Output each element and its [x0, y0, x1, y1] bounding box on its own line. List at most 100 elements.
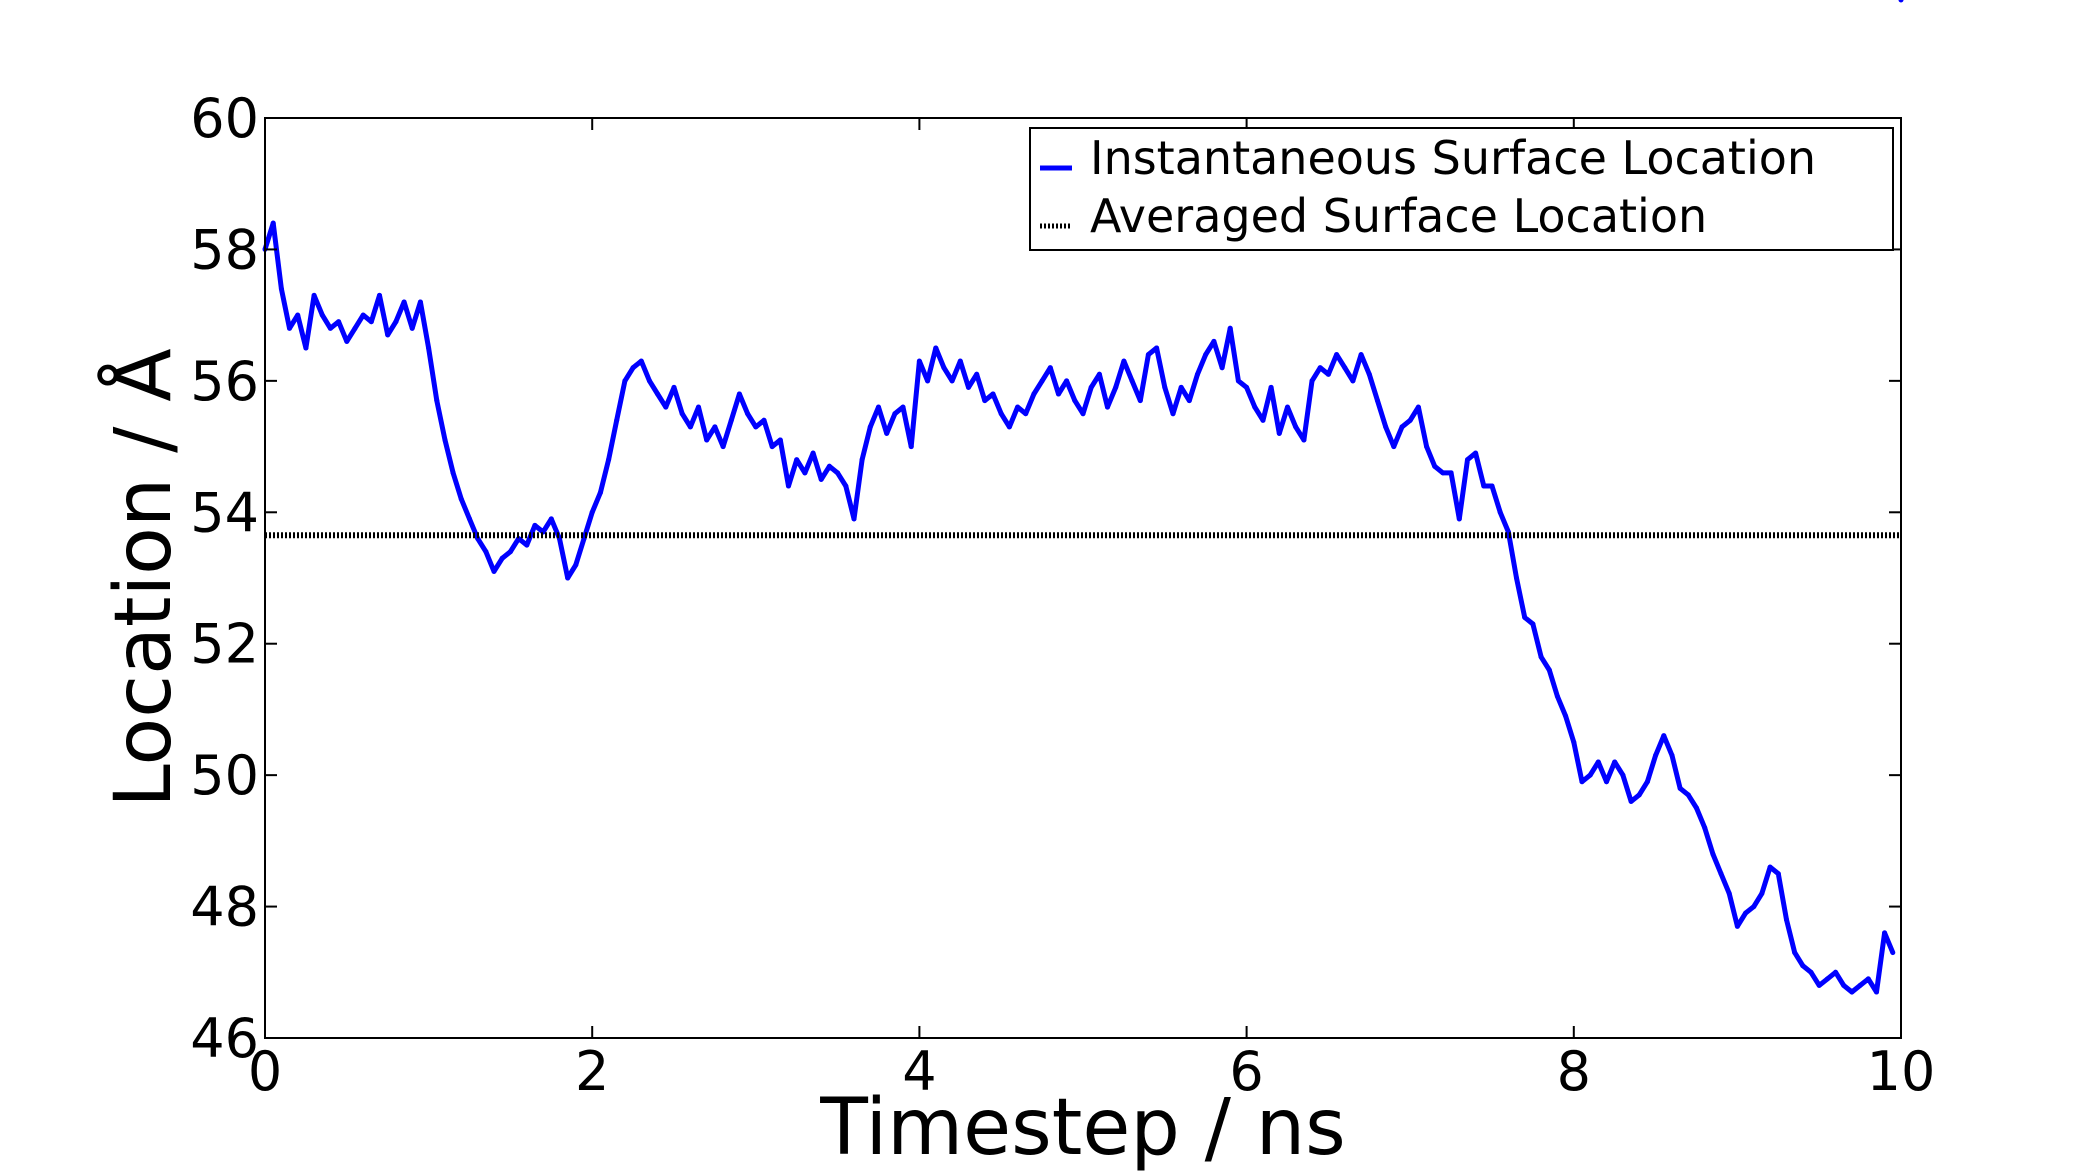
- series-point: [368, 319, 374, 325]
- series-point: [1849, 989, 1855, 995]
- series-point: [1612, 759, 1618, 765]
- series-point: [1105, 404, 1110, 410]
- series-point: [303, 345, 309, 351]
- series-point: [745, 411, 751, 417]
- series-point: [1145, 352, 1151, 358]
- series-point: [974, 371, 980, 377]
- series-point: [655, 391, 661, 397]
- legend-box: [1029, 127, 1894, 251]
- series-point: [483, 549, 489, 555]
- series-point: [319, 312, 325, 318]
- x-tick-label: 0: [248, 1040, 282, 1103]
- series-point: [548, 516, 554, 522]
- series-point: [982, 398, 988, 404]
- series-layer: [262, 0, 1904, 995]
- series-point: [1587, 772, 1593, 778]
- series-point: [1195, 371, 1200, 377]
- series-point: [524, 542, 530, 548]
- series-point: [761, 417, 767, 423]
- series-point: [597, 490, 603, 496]
- series-point: [712, 424, 718, 430]
- series-point: [876, 404, 881, 410]
- series-point: [1636, 792, 1642, 798]
- series-point: [1710, 851, 1716, 857]
- series-point: [1579, 779, 1585, 785]
- series-point: [1415, 404, 1421, 410]
- series-point: [426, 345, 432, 351]
- series-point: [434, 398, 440, 404]
- series-point: [1219, 365, 1225, 371]
- series-point: [753, 424, 759, 430]
- series-point: [704, 437, 710, 443]
- series-point: [417, 299, 423, 305]
- series-point: [892, 411, 898, 417]
- series-point: [998, 411, 1004, 417]
- series-point: [1563, 713, 1569, 719]
- series-point: [1514, 575, 1519, 581]
- series-point: [1154, 345, 1160, 351]
- series-point: [1669, 752, 1675, 758]
- series-point: [1325, 371, 1331, 377]
- series-point: [941, 365, 947, 371]
- series-point: [1465, 457, 1470, 463]
- series-point: [1816, 982, 1822, 988]
- series-point: [769, 444, 775, 450]
- series-point: [573, 562, 579, 568]
- series-point: [1285, 404, 1290, 410]
- series-point: [1260, 417, 1266, 423]
- series-point: [1751, 904, 1757, 910]
- series-point: [1301, 437, 1307, 443]
- series-point: [1015, 404, 1021, 410]
- series-point: [802, 470, 808, 476]
- series-point: [507, 549, 513, 555]
- series-point: [1898, 0, 1904, 3]
- series-point: [728, 417, 734, 423]
- series-point: [966, 384, 971, 390]
- series-point: [1808, 969, 1814, 975]
- series-point: [344, 338, 350, 344]
- series-point: [671, 384, 677, 390]
- series-point: [1620, 772, 1626, 778]
- series-point: [1653, 752, 1659, 758]
- series-point: [1162, 384, 1168, 390]
- series-point: [1489, 483, 1495, 489]
- series-point: [1006, 424, 1012, 430]
- series-point: [1743, 910, 1749, 916]
- series-point: [1227, 325, 1233, 331]
- series-point: [1186, 398, 1192, 404]
- series-point: [1334, 352, 1340, 358]
- series-point: [1448, 470, 1454, 476]
- series-point: [1497, 509, 1503, 515]
- series-point: [867, 424, 873, 430]
- x-tick-label: 2: [575, 1040, 609, 1103]
- legend-label-instantaneous: Instantaneous Surface Location: [1090, 131, 1816, 185]
- series-point: [1211, 338, 1217, 344]
- series-point: [287, 325, 292, 331]
- series-point: [1203, 352, 1209, 358]
- series-point: [1293, 424, 1299, 430]
- series-point: [1882, 930, 1888, 936]
- series-point: [1604, 779, 1609, 785]
- series-point: [1252, 404, 1258, 410]
- series-point: [1644, 779, 1650, 785]
- series-point: [295, 312, 301, 318]
- series-point: [630, 365, 636, 371]
- series-point: [352, 325, 358, 331]
- series-point: [401, 299, 407, 305]
- series-point: [1268, 384, 1274, 390]
- series-point: [1726, 890, 1732, 896]
- series-point: [1595, 759, 1601, 765]
- series-point: [1694, 805, 1699, 811]
- series-point: [1096, 371, 1102, 377]
- series-point: [1342, 365, 1348, 371]
- series-point: [663, 404, 669, 410]
- x-tick-label: 4: [902, 1040, 936, 1103]
- y-tick-label: 60: [190, 87, 259, 150]
- plot-frame: [264, 117, 1902, 1039]
- series-point: [1244, 384, 1250, 390]
- series-point: [1047, 365, 1053, 371]
- series-point: [622, 378, 628, 384]
- series-point: [1677, 785, 1683, 791]
- y-axis-title: Location / Å: [97, 348, 189, 807]
